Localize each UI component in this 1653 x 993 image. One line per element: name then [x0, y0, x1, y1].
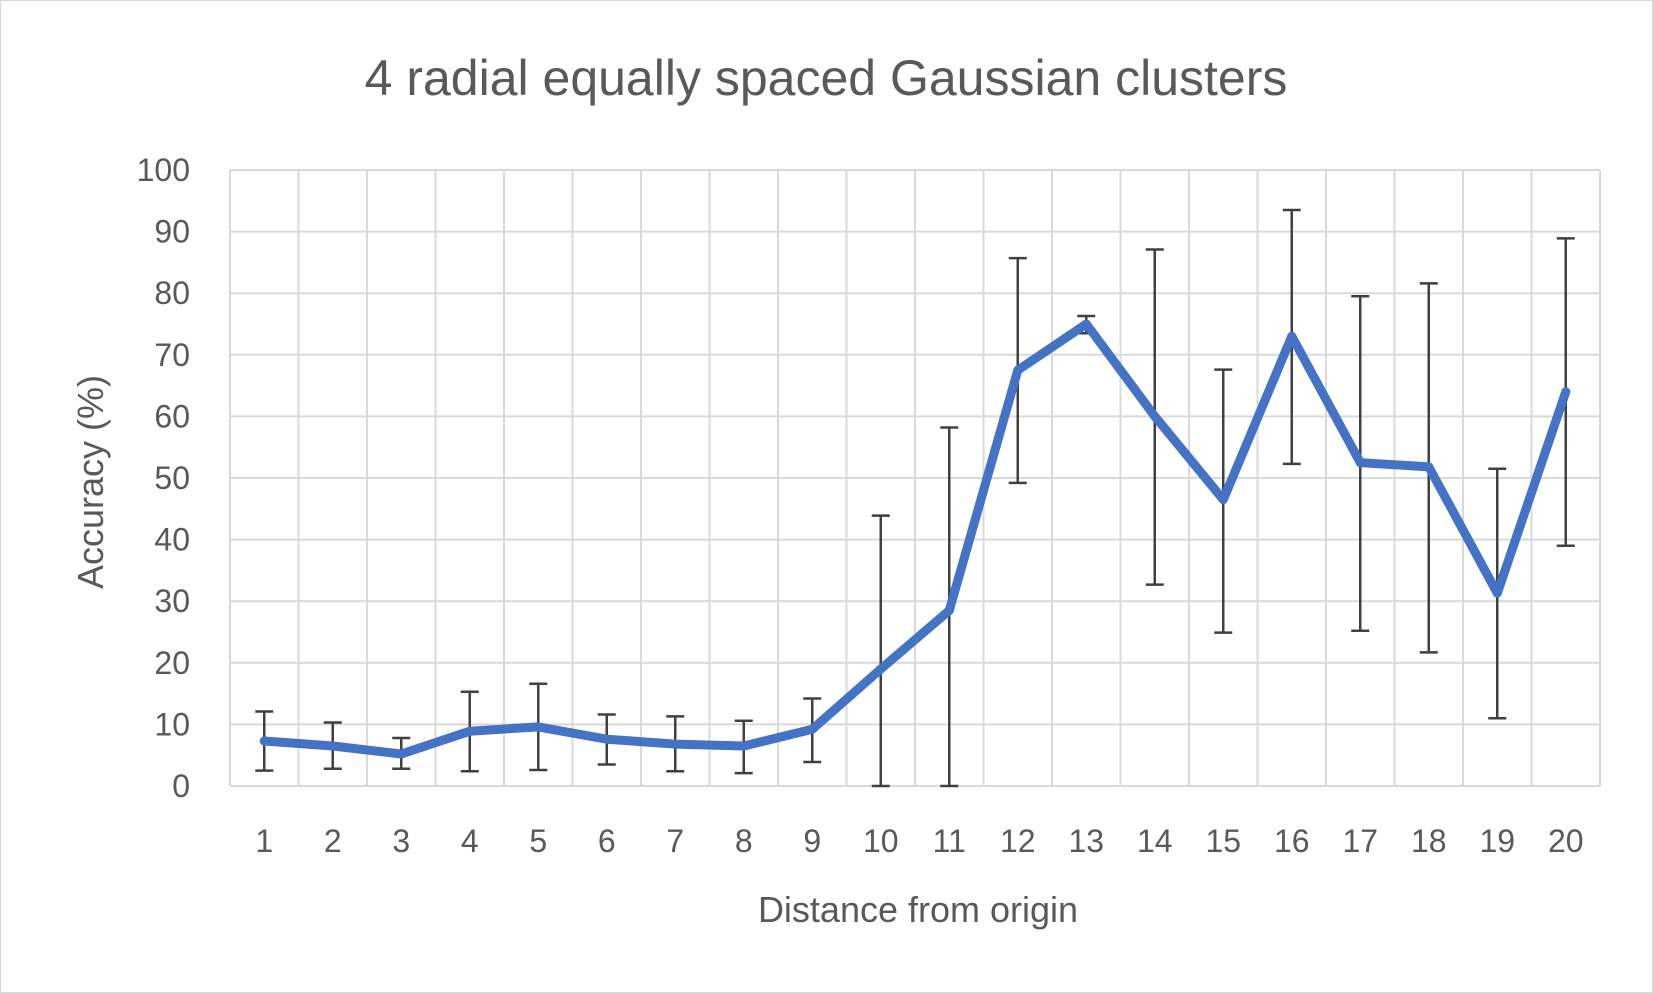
data-point — [1081, 319, 1091, 329]
x-tick-label: 19 — [1479, 823, 1515, 859]
x-tick-label: 20 — [1548, 823, 1584, 859]
y-tick-label: 90 — [154, 214, 190, 250]
y-tick-label: 100 — [137, 152, 190, 188]
data-point — [1355, 458, 1365, 468]
data-point — [944, 605, 954, 615]
data-point — [1218, 495, 1228, 505]
data-point — [1287, 331, 1297, 341]
x-tick-label: 16 — [1274, 823, 1310, 859]
series-line — [259, 319, 1571, 759]
y-tick-label: 40 — [154, 522, 190, 558]
x-tick-label: 8 — [735, 823, 753, 859]
y-tick-label: 30 — [154, 583, 190, 619]
data-point — [1492, 588, 1502, 598]
x-tick-label: 12 — [1000, 823, 1036, 859]
x-tick-label: 2 — [324, 823, 342, 859]
x-tick-label: 9 — [803, 823, 821, 859]
data-point — [1013, 365, 1023, 375]
data-point — [533, 722, 543, 732]
y-tick-label: 20 — [154, 645, 190, 681]
x-tick-labels: 1 2 3 4 5 6 7 8 9 10 11 12 13 14 15 16 17 18 19 20 — [255, 823, 1583, 859]
data-point — [670, 739, 680, 749]
data-point — [1424, 462, 1434, 472]
chart-title: 4 radial equally spaced Gaussian cluster… — [365, 50, 1288, 106]
x-tick-label: 6 — [598, 823, 616, 859]
x-tick-label: 5 — [529, 823, 547, 859]
data-point — [465, 726, 475, 736]
x-tick-label: 7 — [666, 823, 684, 859]
data-point — [396, 749, 406, 759]
error-bar — [871, 514, 890, 788]
data-point — [602, 734, 612, 744]
data-point — [807, 724, 817, 734]
y-axis-title: Accuracy (%) — [70, 375, 111, 589]
x-tick-label: 14 — [1137, 823, 1173, 859]
y-tick-label: 10 — [154, 706, 190, 742]
x-tick-label: 10 — [863, 823, 899, 859]
data-point — [739, 741, 749, 751]
data-point — [1150, 411, 1160, 421]
y-tick-label: 50 — [154, 460, 190, 496]
x-tick-label: 17 — [1342, 823, 1378, 859]
gridlines — [229, 169, 1601, 787]
x-tick-label: 13 — [1068, 823, 1104, 859]
data-point — [1561, 387, 1571, 397]
x-tick-label: 11 — [933, 823, 966, 859]
x-tick-label: 3 — [392, 823, 410, 859]
x-tick-label: 4 — [461, 823, 479, 859]
y-tick-label: 60 — [154, 398, 190, 434]
x-tick-label: 15 — [1205, 823, 1241, 859]
series-line-group — [259, 319, 1571, 759]
x-axis-title: Distance from origin — [758, 889, 1078, 930]
x-tick-label: 1 — [255, 823, 273, 859]
data-point — [876, 664, 886, 674]
data-point — [259, 736, 269, 746]
y-tick-label: 80 — [154, 275, 190, 311]
x-tick-label: 18 — [1411, 823, 1447, 859]
data-point — [328, 741, 338, 751]
y-tick-labels: 0 10 20 30 40 50 60 70 80 90 100 — [137, 152, 190, 804]
y-tick-label: 0 — [172, 768, 190, 804]
y-tick-label: 70 — [154, 337, 190, 373]
